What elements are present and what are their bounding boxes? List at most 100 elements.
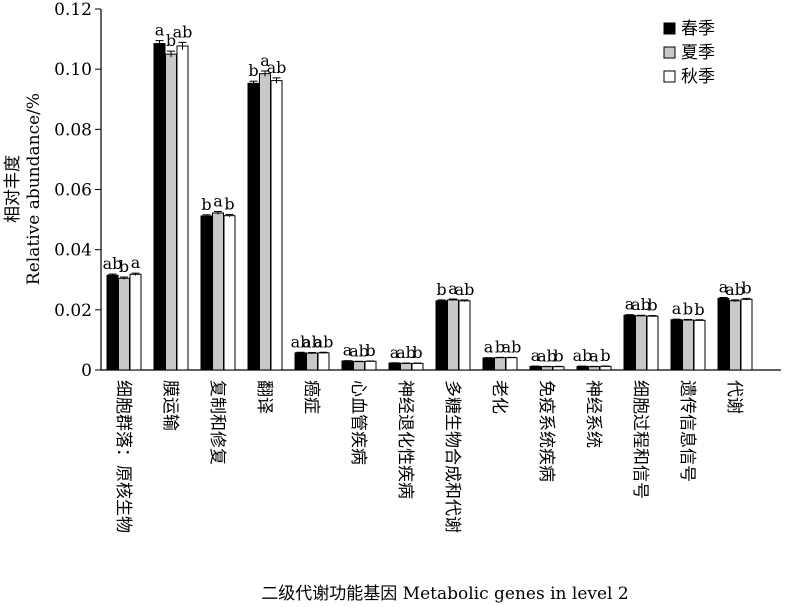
significance-label: b	[683, 299, 693, 318]
bar	[646, 315, 659, 371]
x-tick-label: 复制和修复	[207, 380, 227, 465]
significance-label: b	[119, 257, 129, 276]
bar	[341, 360, 354, 371]
bar	[458, 300, 471, 371]
y-axis-title: 相对丰度 Relative abundance/%	[3, 93, 44, 285]
significance-label: ab	[502, 337, 522, 356]
x-tick-label: 翻译	[254, 380, 274, 414]
legend-swatch	[663, 70, 676, 83]
x-axis-title: 二级代谢功能基因 Metabolic genes in level 2	[261, 584, 628, 604]
significance-label: a	[213, 191, 223, 210]
x-tick-label: 神经系统	[583, 380, 603, 448]
y-tick-label: 0.04	[54, 241, 92, 261]
bar	[588, 366, 600, 371]
significance-label: b	[647, 296, 657, 315]
x-tick-label: 心血管疾病	[348, 380, 368, 465]
legend-label: 秋季	[681, 67, 715, 87]
significance-label: a	[589, 346, 599, 365]
x-tick-label: 膜运输	[160, 380, 180, 431]
bar	[129, 273, 142, 371]
y-tick-label: 0.10	[54, 60, 92, 80]
significance-label: a	[625, 295, 635, 314]
y-ticks: 0 0.02 0.04 0.06 0.08 0.10 0.12	[54, 0, 101, 381]
significance-label: ab	[302, 333, 322, 352]
bar	[599, 365, 612, 371]
bar	[682, 319, 694, 371]
bar	[317, 352, 330, 371]
bar	[353, 361, 365, 371]
y-axis-title-en: Relative abundance/%	[24, 93, 44, 285]
bar	[717, 297, 730, 371]
bar	[270, 80, 283, 371]
bar	[576, 365, 589, 371]
bar	[176, 45, 189, 371]
significance-label: b	[201, 195, 211, 214]
bar	[552, 366, 565, 371]
bar	[435, 300, 448, 371]
x-tick-label: 遗传信息信号	[677, 380, 697, 482]
significance-label: b	[553, 346, 563, 365]
bar	[212, 212, 224, 371]
bar	[247, 82, 260, 371]
bar	[388, 362, 401, 371]
legend-label: 春季	[681, 19, 715, 39]
bar	[165, 53, 177, 371]
significance-label: ab	[173, 22, 193, 41]
x-tick-label: 神经退化性疾病	[395, 380, 415, 499]
y-axis-title-cn: 相对丰度	[3, 155, 23, 223]
x-tick-label: 细胞过程和信号	[630, 380, 650, 499]
x-tick-label: 细胞群落：原核生物	[113, 380, 133, 533]
significance-label: a	[484, 338, 494, 357]
significance-label: b	[248, 61, 258, 80]
bar	[223, 215, 236, 371]
significance-label: ab	[103, 254, 123, 273]
legend-swatch	[663, 46, 676, 59]
significance-label: a	[343, 341, 353, 360]
bar	[529, 365, 542, 371]
significance-label: b	[600, 346, 610, 365]
bar	[400, 362, 412, 371]
significance-label: b	[495, 337, 505, 356]
y-tick-label: 0.02	[54, 301, 92, 321]
significance-label: ab	[631, 295, 651, 314]
significance-label: b	[224, 194, 234, 213]
significance-label: a	[260, 51, 270, 70]
legend-label: 夏季	[681, 43, 715, 63]
bar	[411, 362, 424, 371]
bar	[505, 357, 518, 371]
significance-label: b	[694, 300, 704, 319]
significance-label: ab	[267, 58, 287, 77]
significance-label: ab	[291, 332, 311, 351]
significance-label: a	[390, 343, 400, 362]
y-tick-label: 0.08	[54, 120, 92, 140]
significance-label: b	[365, 341, 375, 360]
significance-label: ab	[573, 346, 593, 365]
bar	[541, 366, 553, 371]
significance-label: b	[741, 278, 751, 297]
significance-label: a	[672, 299, 682, 318]
bar	[118, 277, 130, 371]
significance-label: a	[131, 253, 141, 272]
y-tick-label: 0.12	[54, 0, 92, 20]
bar	[670, 319, 683, 371]
significance-label: ab	[455, 280, 475, 299]
x-tick-label: 癌症	[301, 380, 321, 414]
significance-label: ab	[396, 343, 416, 362]
bar	[294, 352, 307, 371]
bar	[447, 299, 459, 371]
x-tick-labels: 细胞群落：原核生物 膜运输 复制和修复 翻译 癌症 心血管疾病 神经退化性疾病 多糖生物合成和…	[113, 380, 744, 533]
legend-swatch	[663, 22, 676, 35]
bar	[153, 43, 166, 371]
bar	[740, 298, 753, 371]
significance-label: a	[531, 346, 541, 365]
bar	[693, 319, 706, 371]
y-tick-label: 0.06	[54, 181, 92, 201]
significance-label: a	[719, 277, 729, 296]
bar	[364, 360, 377, 371]
significance-label: b	[166, 31, 176, 50]
bar	[635, 315, 647, 371]
significance-label: ab	[537, 346, 557, 365]
